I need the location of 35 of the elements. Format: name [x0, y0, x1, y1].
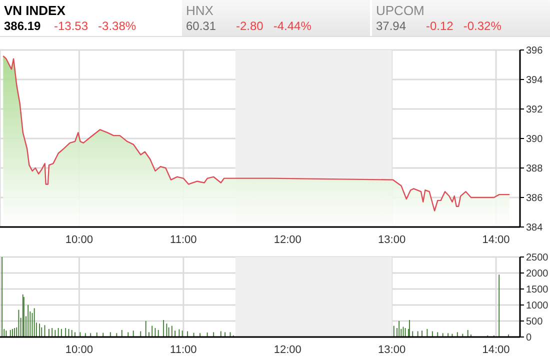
text: 37.94	[376, 18, 408, 34]
text: -2.80	[236, 18, 264, 34]
chart-title: VN INDEX	[4, 3, 66, 18]
y-tick-label: 384	[526, 222, 544, 234]
y-tick-label: 0	[526, 332, 532, 344]
y-tick-label: 2500	[526, 252, 549, 264]
x-tick-label: 11:00	[170, 234, 197, 246]
y-tick-label: 386	[526, 193, 544, 204]
x-tick-label: 13:00	[378, 234, 406, 246]
y-tick-label: 390	[526, 134, 544, 146]
text: -0.32%	[463, 18, 502, 34]
y-tick-label: 1500	[526, 284, 549, 296]
text: -3.38%	[98, 18, 136, 34]
x-tick-label: 14:00	[482, 234, 510, 246]
x-tick-label: 12:00	[274, 344, 302, 356]
text: 386.19	[4, 18, 42, 34]
y-tick-label: 1000	[526, 300, 549, 312]
x-tick-label: 10:00	[65, 234, 93, 246]
y-tick-label: 500	[526, 316, 544, 328]
y-tick-label: 396	[526, 46, 544, 57]
x-tick-label: 10:00	[65, 344, 93, 356]
x-tick-label: 11:00	[170, 344, 197, 356]
x-tick-label: 13:00	[378, 344, 406, 356]
text: -13.53	[54, 18, 88, 34]
text: UPCOM	[376, 3, 426, 18]
x-tick-label: 14:00	[482, 344, 510, 356]
text: HNX	[186, 3, 214, 18]
text: 60.31	[186, 18, 218, 34]
y-tick-label: 394	[526, 75, 544, 86]
text: -0.12	[426, 18, 454, 34]
y-tick-label: 392	[526, 104, 544, 116]
y-tick-label: 388	[526, 164, 544, 175]
text: -4.44%	[273, 18, 312, 34]
y-tick-label: 2000	[526, 268, 549, 280]
x-tick-label: 12:00	[274, 234, 302, 246]
